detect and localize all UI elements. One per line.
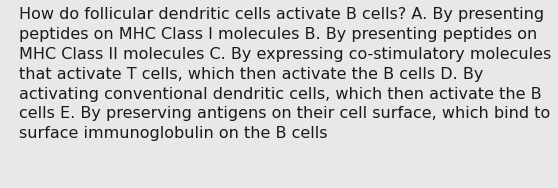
Text: How do follicular dendritic cells activate B cells? A. By presenting peptides on: How do follicular dendritic cells activa… — [19, 7, 551, 141]
